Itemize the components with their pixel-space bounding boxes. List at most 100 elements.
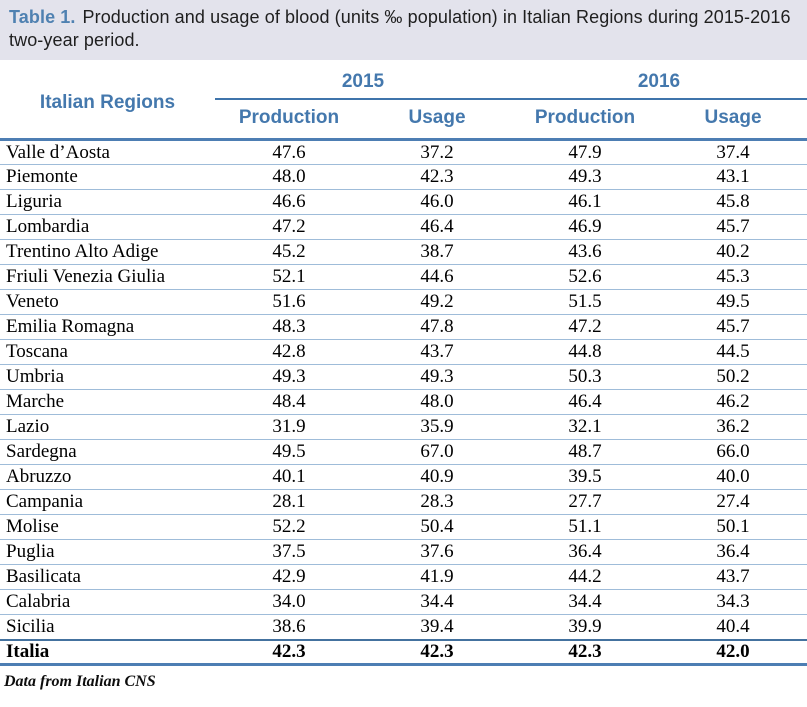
region-name-cell: Puglia bbox=[0, 539, 215, 565]
value-cell: 48.0 bbox=[363, 389, 511, 415]
value-cell: 42.3 bbox=[511, 638, 659, 666]
value-cell: 48.3 bbox=[215, 314, 363, 340]
value-cell: 28.1 bbox=[215, 489, 363, 515]
table-row: Friuli Venezia Giulia 52.1 44.6 52.6 45.3 bbox=[0, 264, 807, 290]
value-cell: 42.9 bbox=[215, 564, 363, 590]
value-cell: 45.3 bbox=[659, 264, 807, 290]
value-cell: 45.7 bbox=[659, 314, 807, 340]
region-name-cell: Campania bbox=[0, 489, 215, 515]
value-cell: 42.8 bbox=[215, 339, 363, 365]
region-name-cell: Umbria bbox=[0, 364, 215, 390]
value-cell: 49.3 bbox=[363, 364, 511, 390]
value-cell: 38.7 bbox=[363, 239, 511, 265]
value-cell: 37.2 bbox=[363, 139, 511, 165]
table-row: Campania 28.1 28.3 27.7 27.4 bbox=[0, 489, 807, 515]
table-row: Puglia 37.5 37.6 36.4 36.4 bbox=[0, 539, 807, 565]
value-cell: 34.0 bbox=[215, 589, 363, 615]
value-cell: 43.7 bbox=[363, 339, 511, 365]
table-row: Lombardia 47.2 46.4 46.9 45.7 bbox=[0, 214, 807, 240]
value-cell: 40.0 bbox=[659, 464, 807, 490]
table-row-total: Italia 42.3 42.3 42.3 42.0 bbox=[0, 638, 807, 666]
value-cell: 41.9 bbox=[363, 564, 511, 590]
value-cell: 51.5 bbox=[511, 289, 659, 315]
value-cell: 31.9 bbox=[215, 414, 363, 440]
table-row: Marche 48.4 48.0 46.4 46.2 bbox=[0, 389, 807, 415]
value-cell: 39.9 bbox=[511, 614, 659, 640]
value-cell: 42.0 bbox=[659, 638, 807, 666]
value-cell: 46.2 bbox=[659, 389, 807, 415]
value-cell: 46.6 bbox=[215, 189, 363, 215]
value-cell: 49.2 bbox=[363, 289, 511, 315]
value-cell: 50.1 bbox=[659, 514, 807, 540]
region-name-cell: Italia bbox=[0, 638, 215, 666]
value-cell: 46.0 bbox=[363, 189, 511, 215]
table-row: Piemonte 48.0 42.3 49.3 43.1 bbox=[0, 164, 807, 190]
value-cell: 34.3 bbox=[659, 589, 807, 615]
table-row: Molise 52.2 50.4 51.1 50.1 bbox=[0, 514, 807, 540]
value-cell: 44.6 bbox=[363, 264, 511, 290]
column-header-production-2016: Production bbox=[511, 99, 659, 141]
value-cell: 43.7 bbox=[659, 564, 807, 590]
region-name-cell: Calabria bbox=[0, 589, 215, 615]
value-cell: 39.4 bbox=[363, 614, 511, 640]
table-row: Umbria 49.3 49.3 50.3 50.2 bbox=[0, 364, 807, 390]
region-name-cell: Sardegna bbox=[0, 439, 215, 465]
value-cell: 35.9 bbox=[363, 414, 511, 440]
region-name-cell: Friuli Venezia Giulia bbox=[0, 264, 215, 290]
column-group-header-2016: 2016 bbox=[511, 67, 807, 100]
table-row: Sardegna 49.5 67.0 48.7 66.0 bbox=[0, 439, 807, 465]
value-cell: 38.6 bbox=[215, 614, 363, 640]
region-name-cell: Lombardia bbox=[0, 214, 215, 240]
region-name-cell: Valle d’Aosta bbox=[0, 139, 215, 165]
table-body: Valle d’Aosta 47.6 37.2 47.9 37.4 Piemonte 48.… bbox=[0, 139, 807, 666]
value-cell: 40.1 bbox=[215, 464, 363, 490]
table-row: Emilia Romagna 48.3 47.8 47.2 45.7 bbox=[0, 314, 807, 340]
table-row: Valle d’Aosta 47.6 37.2 47.9 37.4 bbox=[0, 139, 807, 165]
region-name-cell: Abruzzo bbox=[0, 464, 215, 490]
value-cell: 27.7 bbox=[511, 489, 659, 515]
value-cell: 28.3 bbox=[363, 489, 511, 515]
value-cell: 40.9 bbox=[363, 464, 511, 490]
region-name-cell: Marche bbox=[0, 389, 215, 415]
subheader-row: Production Usage Production Usage bbox=[0, 99, 807, 141]
value-cell: 36.4 bbox=[511, 539, 659, 565]
region-name-cell: Trentino Alto Adige bbox=[0, 239, 215, 265]
value-cell: 42.3 bbox=[215, 638, 363, 666]
value-cell: 44.5 bbox=[659, 339, 807, 365]
table-caption-text: Production and usage of blood (units ‰ p… bbox=[9, 7, 791, 50]
value-cell: 49.3 bbox=[215, 364, 363, 390]
value-cell: 66.0 bbox=[659, 439, 807, 465]
value-cell: 47.9 bbox=[511, 139, 659, 165]
value-cell: 49.5 bbox=[659, 289, 807, 315]
value-cell: 43.6 bbox=[511, 239, 659, 265]
value-cell: 46.4 bbox=[363, 214, 511, 240]
column-header-usage-2015: Usage bbox=[363, 99, 511, 141]
value-cell: 45.8 bbox=[659, 189, 807, 215]
table-caption: Table 1. Production and usage of blood (u… bbox=[0, 0, 807, 60]
table-header: Italian Regions 2015 2016 Production Usa… bbox=[0, 67, 807, 141]
column-header-production-2015: Production bbox=[215, 99, 363, 141]
table-row: Basilicata 42.9 41.9 44.2 43.7 bbox=[0, 564, 807, 590]
value-cell: 37.6 bbox=[363, 539, 511, 565]
value-cell: 47.2 bbox=[215, 214, 363, 240]
value-cell: 34.4 bbox=[511, 589, 659, 615]
column-header-usage-2016: Usage bbox=[659, 99, 807, 141]
value-cell: 42.3 bbox=[363, 638, 511, 666]
value-cell: 50.2 bbox=[659, 364, 807, 390]
value-cell: 47.6 bbox=[215, 139, 363, 165]
value-cell: 47.2 bbox=[511, 314, 659, 340]
value-cell: 49.3 bbox=[511, 164, 659, 190]
value-cell: 27.4 bbox=[659, 489, 807, 515]
value-cell: 42.3 bbox=[363, 164, 511, 190]
value-cell: 43.1 bbox=[659, 164, 807, 190]
column-group-header-2015: 2015 bbox=[215, 67, 511, 100]
value-cell: 51.6 bbox=[215, 289, 363, 315]
value-cell: 36.2 bbox=[659, 414, 807, 440]
value-cell: 37.4 bbox=[659, 139, 807, 165]
value-cell: 40.4 bbox=[659, 614, 807, 640]
value-cell: 45.7 bbox=[659, 214, 807, 240]
value-cell: 36.4 bbox=[659, 539, 807, 565]
value-cell: 52.6 bbox=[511, 264, 659, 290]
value-cell: 46.1 bbox=[511, 189, 659, 215]
